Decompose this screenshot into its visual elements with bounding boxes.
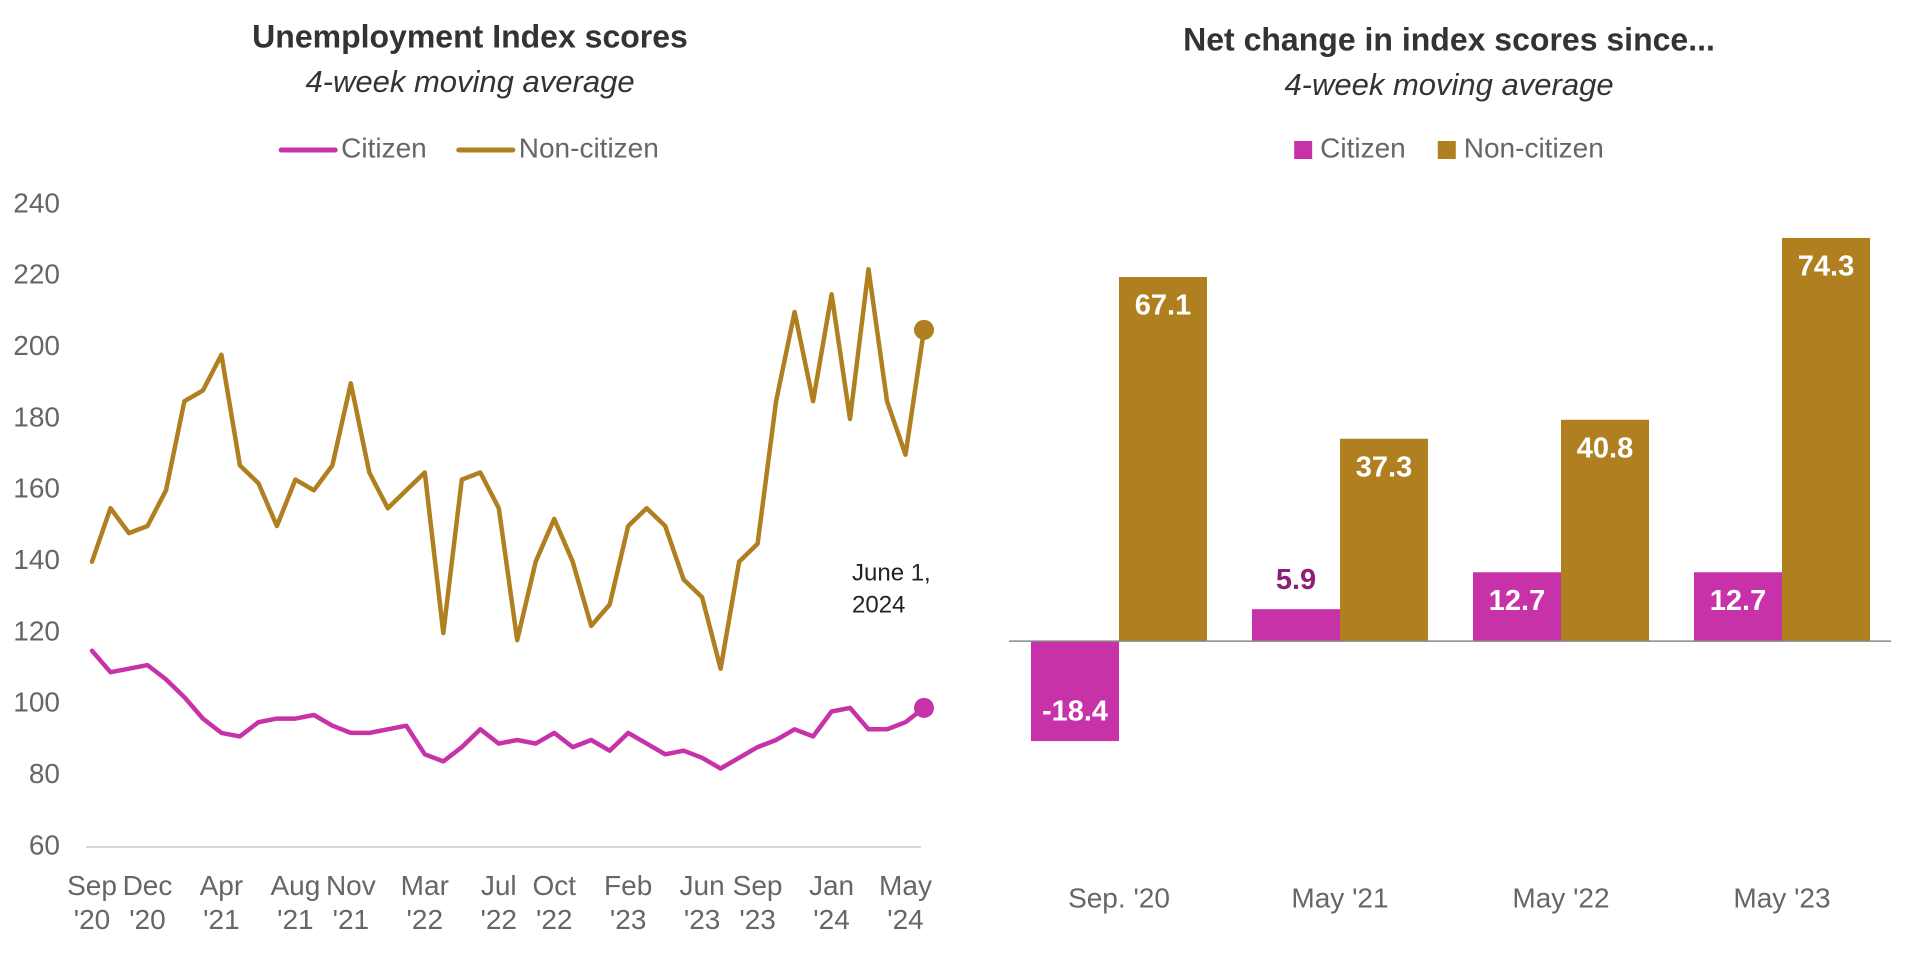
x-tick-label: May '24 [879,870,932,935]
x-tick-label: Dec '20 [123,870,173,935]
y-tick-label: 120 [13,615,60,646]
y-tick-label: 140 [13,544,60,575]
value-label: 74.3 [1798,251,1854,283]
x-tick-label: Sep. '20 [1068,882,1170,913]
x-tick-label: Oct '22 [532,870,576,935]
value-label: -18.4 [1042,696,1108,728]
value-label: 40.8 [1577,432,1633,464]
bar [1473,572,1561,642]
y-tick-label: 220 [13,259,60,290]
y-tick-label: 240 [13,187,60,218]
end-marker [914,319,934,340]
annotation: 2024 [852,591,905,618]
end-marker [914,697,934,718]
x-tick-label: Mar '22 [401,870,449,935]
x-tick-label: Jan '24 [809,870,854,935]
bar [1031,641,1119,742]
legend-swatch [1294,141,1313,159]
x-tick-label: Nov '21 [326,870,376,935]
y-tick-label: 80 [29,758,60,789]
x-tick-label: Aug '21 [270,870,320,935]
chart-title: Net change in index scores since... [1183,21,1715,57]
legend: Citizen Non-citizen [278,132,659,163]
bar [1782,237,1870,642]
y-tick-label: 160 [13,473,60,504]
y-tick-label: 60 [29,829,60,860]
value-label: 12.7 [1710,585,1766,617]
x-tick-label: Jul '22 [481,870,518,935]
value-label: 5.9 [1276,564,1316,596]
series-line [89,648,927,771]
legend-label: Citizen [1320,132,1406,163]
legend-swatch [1437,141,1456,159]
legend-label: Non-citizen [519,132,659,163]
y-tick-label: 200 [13,330,60,361]
series-line [89,266,927,671]
value-label: 37.3 [1356,451,1412,483]
legend-label: Citizen [341,132,427,163]
chart-title: Unemployment Index scores [252,18,688,54]
chart-subtitle: 4-week moving average [1284,67,1613,102]
x-tick-label: May '23 [1733,882,1830,913]
x-tick-label: Sep '23 [733,870,783,935]
x-tick-label: May '22 [1512,882,1609,913]
value-label: 67.1 [1135,290,1191,322]
value-label: 12.7 [1489,585,1545,617]
x-tick-label: Jun '23 [680,870,725,935]
y-tick-label: 100 [13,687,60,718]
x-tick-label: Apr '21 [200,870,244,935]
bar [1252,609,1340,642]
legend: Citizen Non-citizen [1294,132,1604,163]
chart-subtitle: 4-week moving average [305,64,634,99]
bar [1561,419,1649,642]
x-tick-label: Feb '23 [604,870,652,935]
bar [1694,572,1782,642]
annotation: June 1, [852,559,931,586]
bar [1340,438,1428,642]
y-tick-label: 180 [13,401,60,432]
x-tick-label: May '21 [1291,882,1388,913]
bar [1119,277,1207,642]
x-tick-label: Sep '20 [67,870,117,935]
legend-label: Non-citizen [1464,132,1604,163]
